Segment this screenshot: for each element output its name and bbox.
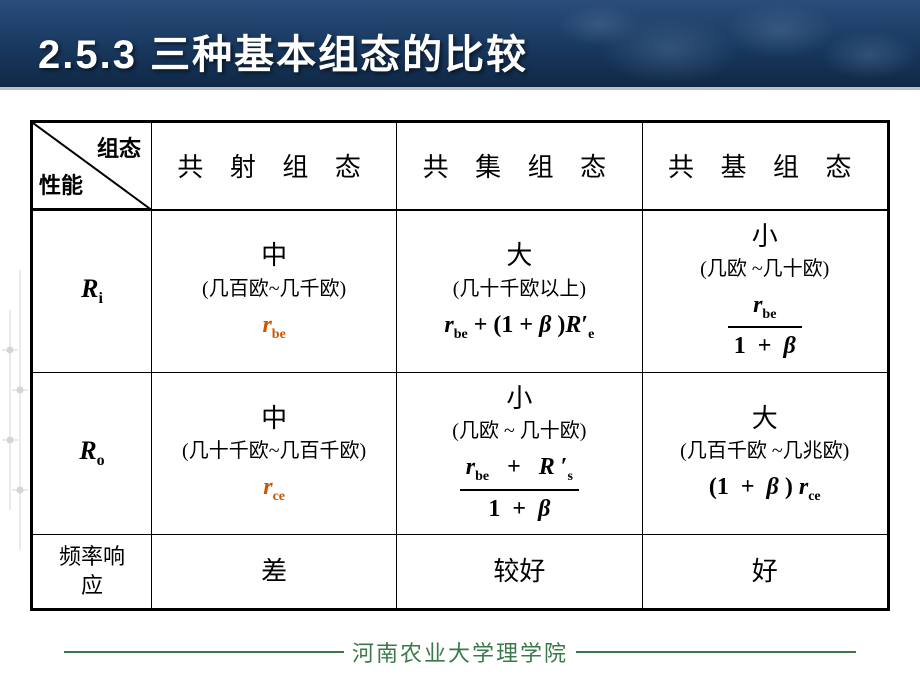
row-label-ri: Ri (32, 210, 152, 373)
row-output-resistance: Ro 中 (几十千欧~几百千欧) rce 小 (几欧 ~ 几十欧) rbe + … (32, 372, 889, 534)
header-worldmap-decoration (520, 0, 920, 87)
cell-freq-cc: 较好 (397, 535, 642, 610)
footer-rule-right (576, 651, 856, 653)
col-header-common-collector: 共 集 组 态 (397, 122, 642, 210)
left-side-decoration (0, 90, 30, 690)
ri-cb-range: (几欧 ~几十欧) (647, 255, 884, 283)
ri-cb-expression: rbe1 + β (647, 289, 884, 364)
ri-cb-magnitude: 小 (647, 219, 884, 255)
row-frequency-response: 频率响 应 差 较好 好 (32, 535, 889, 610)
ri-ce-magnitude: 中 (156, 238, 392, 274)
ro-cb-expression: (1 + β ) rce (647, 471, 884, 506)
corner-cell: 组态 性能 (32, 122, 152, 210)
slide-header: 2.5.3 三种基本组态的比较 (0, 0, 920, 90)
footer-rule-left (64, 651, 344, 653)
slide-footer: 河南农业大学理学院 (0, 636, 920, 668)
cell-freq-ce: 差 (152, 535, 397, 610)
content-area: 组态 性能 共 射 组 态 共 集 组 态 共 基 组 态 Ri 中 (几百欧~… (30, 120, 890, 611)
row-input-resistance: Ri 中 (几百欧~几千欧) rbe 大 (几十千欧以上) rbe + (1 +… (32, 210, 889, 373)
ro-ce-expression: rce (156, 471, 392, 506)
cell-ri-cb: 小 (几欧 ~几十欧) rbe1 + β (642, 210, 889, 373)
ri-ce-range: (几百欧~几千欧) (156, 275, 392, 303)
footer-text: 河南农业大学理学院 (352, 636, 568, 668)
slide-title: 2.5.3 三种基本组态的比较 (38, 22, 528, 80)
comparison-table: 组态 性能 共 射 组 态 共 集 组 态 共 基 组 态 Ri 中 (几百欧~… (30, 120, 890, 611)
ro-cc-range: (几欧 ~ 几十欧) (401, 417, 637, 445)
ri-cc-expression: rbe + (1 + β )R′e (401, 309, 637, 344)
col-header-common-emitter: 共 射 组 态 (152, 122, 397, 210)
corner-top-label: 组态 (97, 131, 141, 163)
ri-cc-magnitude: 大 (401, 238, 637, 274)
table-header-row: 组态 性能 共 射 组 态 共 集 组 态 共 基 组 态 (32, 122, 889, 210)
ro-cb-range: (几百千欧 ~几兆欧) (647, 437, 884, 465)
ri-ce-expression: rbe (156, 309, 392, 344)
cell-freq-cb: 好 (642, 535, 889, 610)
corner-bottom-label: 性能 (39, 168, 83, 200)
ro-ce-magnitude: 中 (156, 401, 392, 437)
ri-cc-range: (几十千欧以上) (401, 275, 637, 303)
cell-ri-ce: 中 (几百欧~几千欧) rbe (152, 210, 397, 373)
row-label-ro: Ro (32, 372, 152, 534)
cell-ro-cc: 小 (几欧 ~ 几十欧) rbe + R ′s1 + β (397, 372, 642, 534)
ro-cc-magnitude: 小 (401, 381, 637, 417)
cell-ro-ce: 中 (几十千欧~几百千欧) rce (152, 372, 397, 534)
cell-ri-cc: 大 (几十千欧以上) rbe + (1 + β )R′e (397, 210, 642, 373)
ro-ce-range: (几十千欧~几百千欧) (156, 437, 392, 465)
col-header-common-base: 共 基 组 态 (642, 122, 889, 210)
ro-cc-expression: rbe + R ′s1 + β (401, 451, 637, 526)
ro-cb-magnitude: 大 (647, 401, 884, 437)
row-label-freq: 频率响 应 (32, 535, 152, 610)
cell-ro-cb: 大 (几百千欧 ~几兆欧) (1 + β ) rce (642, 372, 889, 534)
